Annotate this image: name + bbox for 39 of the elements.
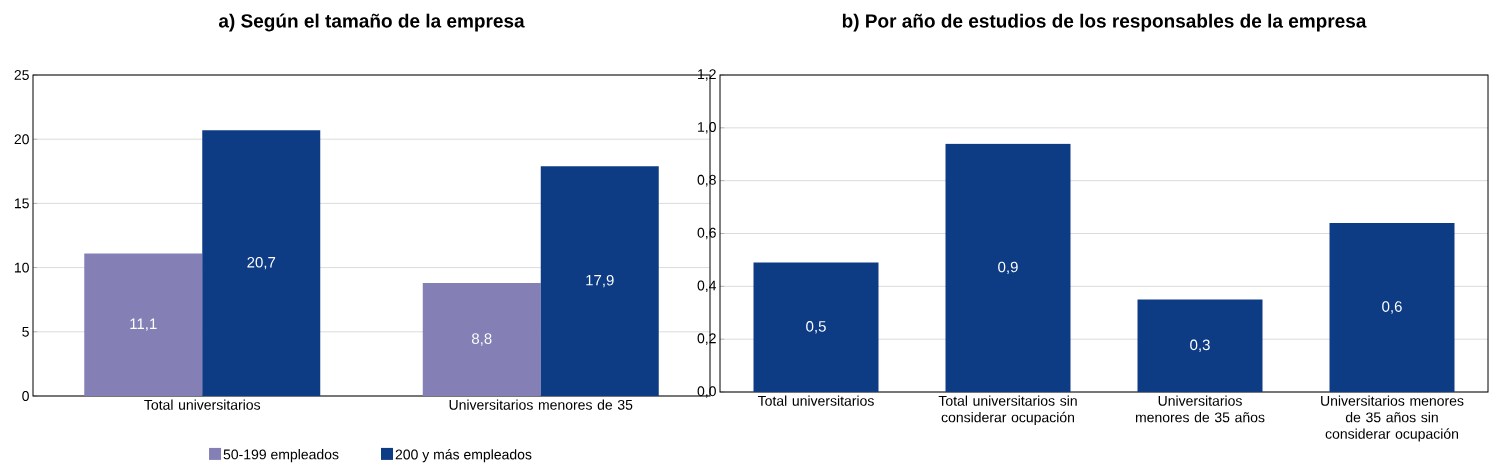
x-tick-label: Universitarios menores de 35 años sin considerar ocupación <box>1321 395 1464 442</box>
data-label: 0,3 <box>1190 339 1210 352</box>
y-tick-label: 0,6 <box>697 227 716 240</box>
chart-title: b) Por año de estudios de los responsables de la empresa <box>842 13 1367 32</box>
data-label: 0,6 <box>1382 301 1402 314</box>
legend-label: 200 y más empleados <box>395 448 532 463</box>
bar <box>422 283 541 396</box>
y-tick-label: 0,2 <box>697 333 716 345</box>
bar <box>1329 222 1455 392</box>
y-tick-label: 0,4 <box>697 280 717 293</box>
y-tick-label: 1,2 <box>698 69 716 81</box>
bar <box>84 253 203 396</box>
x-tick-label: Total universitarios sin considerar ocupación <box>938 395 1077 426</box>
data-label: 0,9 <box>998 261 1018 275</box>
x-tick-label: Total universitarios <box>144 399 261 410</box>
bar <box>1137 299 1263 392</box>
y-tick-label: 5 <box>22 326 29 337</box>
bar <box>540 166 659 396</box>
bar <box>945 143 1071 392</box>
y-tick-label: 20 <box>14 134 29 145</box>
y-tick-label: 0,0 <box>697 386 716 398</box>
legend-label: 50-199 empleados <box>223 449 339 463</box>
x-tick-label: Total universitarios <box>757 395 874 406</box>
data-label: 20,7 <box>247 256 276 270</box>
y-tick-label: 0 <box>22 391 29 401</box>
x-tick-label: Universitarios menores de 35 años <box>1135 395 1265 423</box>
x-tick-label: Universitarios menores de 35 <box>449 399 633 410</box>
data-label: 8,8 <box>471 333 492 346</box>
y-tick-label: 10 <box>14 262 29 273</box>
data-label: 17,9 <box>586 274 614 288</box>
y-tick-label: 1,0 <box>698 122 716 134</box>
chart-title: a) Según el tamaño de la empresa <box>218 13 525 32</box>
y-tick-label: 15 <box>14 198 29 209</box>
bar <box>753 262 879 392</box>
y-tick-label: 0,8 <box>697 174 716 187</box>
y-tick-label: 25 <box>14 70 29 80</box>
bar <box>202 130 321 396</box>
data-label: 11,1 <box>130 318 157 331</box>
data-label: 0,5 <box>806 321 826 334</box>
